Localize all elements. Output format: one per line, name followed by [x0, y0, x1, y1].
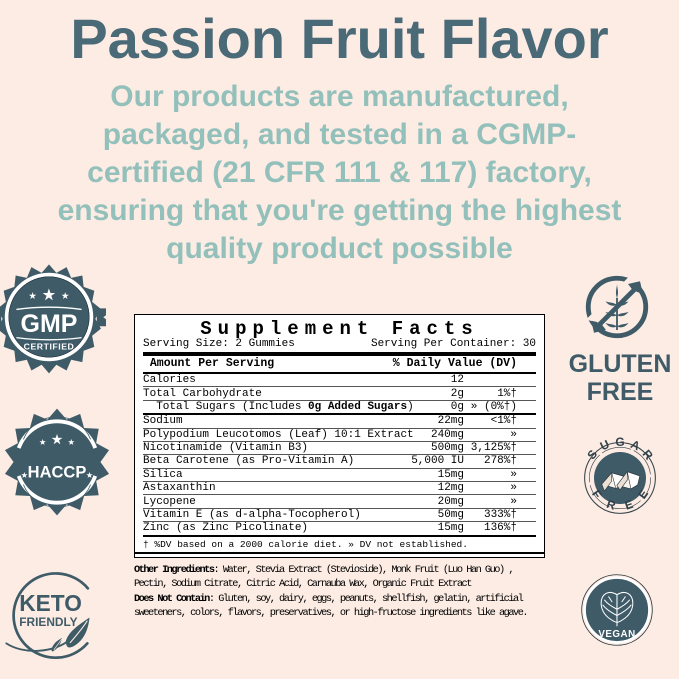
svg-text:KETO: KETO	[19, 590, 82, 616]
svg-text:GMP: GMP	[21, 310, 78, 338]
svg-text:FRIENDLY: FRIENDLY	[19, 615, 77, 629]
svg-text:G: G	[615, 435, 624, 449]
svg-text:★HACCP★: ★HACCP★	[20, 463, 93, 481]
svg-text:★: ★	[28, 292, 37, 301]
svg-text:★: ★	[43, 287, 56, 303]
svg-text:★: ★	[61, 292, 70, 301]
svg-text:★: ★	[52, 432, 63, 446]
svg-text:S: S	[584, 447, 600, 462]
svg-text:★: ★	[38, 438, 46, 446]
svg-text:U: U	[598, 437, 612, 453]
svg-text:A: A	[628, 437, 642, 453]
svg-text:CERTIFIED: CERTIFIED	[24, 342, 75, 352]
svg-text:R: R	[640, 447, 657, 463]
svg-text:★: ★	[67, 438, 75, 446]
svg-text:VEGAN: VEGAN	[598, 629, 635, 640]
